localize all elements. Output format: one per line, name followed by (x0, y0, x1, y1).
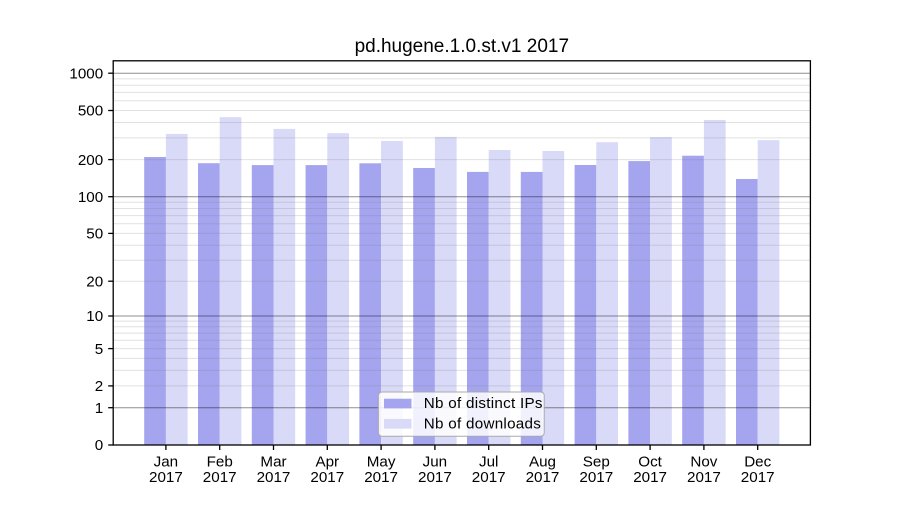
svg-text:Nov: Nov (690, 454, 717, 471)
svg-text:2017: 2017 (633, 469, 667, 486)
svg-text:Nb of downloads: Nb of downloads (424, 416, 541, 433)
svg-text:2017: 2017 (364, 469, 398, 486)
svg-text:Jul: Jul (479, 454, 498, 471)
svg-text:2017: 2017 (526, 469, 560, 486)
svg-text:Dec: Dec (744, 454, 771, 471)
svg-text:2017: 2017 (418, 469, 452, 486)
svg-text:500: 500 (78, 103, 103, 120)
svg-text:Jun: Jun (423, 454, 448, 471)
svg-text:20: 20 (86, 273, 103, 290)
svg-text:pd.hugene.1.0.st.v1 2017: pd.hugene.1.0.st.v1 2017 (355, 36, 569, 57)
svg-text:Apr: Apr (315, 454, 339, 471)
svg-text:10: 10 (86, 308, 103, 325)
svg-text:50: 50 (86, 226, 103, 243)
svg-text:2: 2 (95, 378, 103, 395)
svg-text:5: 5 (95, 341, 103, 358)
svg-text:1: 1 (95, 400, 103, 417)
svg-text:2017: 2017 (579, 469, 613, 486)
svg-text:2017: 2017 (257, 469, 291, 486)
svg-text:2017: 2017 (741, 469, 775, 486)
svg-text:2017: 2017 (149, 469, 183, 486)
svg-text:May: May (367, 454, 396, 471)
svg-text:Mar: Mar (260, 454, 286, 471)
svg-text:Aug: Aug (529, 454, 556, 471)
svg-text:1000: 1000 (69, 65, 103, 82)
svg-text:Sep: Sep (583, 454, 610, 471)
svg-text:200: 200 (78, 152, 103, 169)
svg-text:2017: 2017 (472, 469, 506, 486)
svg-text:Nb of distinct IPs: Nb of distinct IPs (424, 395, 543, 412)
svg-text:2017: 2017 (687, 469, 721, 486)
svg-text:0: 0 (95, 437, 103, 454)
svg-text:100: 100 (78, 189, 103, 206)
svg-text:2017: 2017 (310, 469, 344, 486)
svg-text:2017: 2017 (203, 469, 237, 486)
svg-text:Feb: Feb (207, 454, 233, 471)
svg-text:Oct: Oct (638, 454, 662, 471)
svg-text:Jan: Jan (154, 454, 179, 471)
